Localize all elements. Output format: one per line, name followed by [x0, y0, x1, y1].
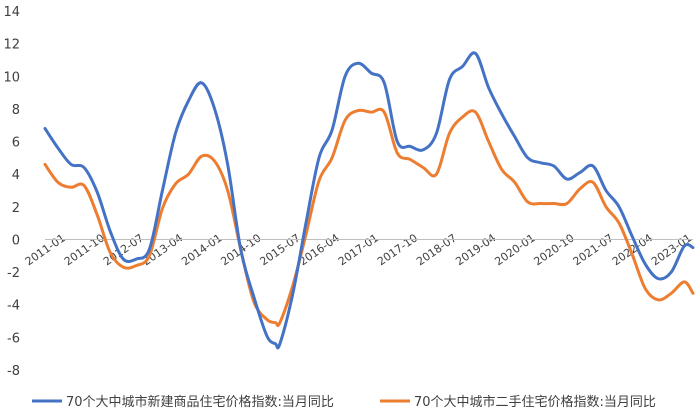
- x-tick-label: 2011-10: [62, 231, 107, 268]
- y-tick-label: 6: [12, 136, 20, 151]
- legend-item-new-homes: 70个大中城市新建商品住宅价格指数:当月同比: [32, 394, 334, 410]
- legend: 70个大中城市新建商品住宅价格指数:当月同比 70个大中城市二手住宅价格指数:当…: [32, 394, 656, 410]
- x-tick-label: 2014-01: [179, 231, 224, 268]
- y-tick-label: -8: [7, 364, 20, 379]
- series-lines: [43, 51, 695, 350]
- x-tick-label: 2017-10: [375, 231, 420, 268]
- x-tick-label: 2015-07: [258, 231, 303, 268]
- legend-item-resale-homes: 70个大中城市二手住宅价格指数:当月同比: [380, 394, 656, 410]
- series-line-resale-homes: [43, 107, 695, 328]
- y-tick-label: 14: [3, 5, 20, 20]
- y-tick-label: -2: [7, 266, 20, 281]
- x-tick-label: 2017-01: [336, 231, 381, 268]
- legend-label-resale-homes: 70个大中城市二手住宅价格指数:当月同比: [414, 394, 656, 410]
- x-axis-tick-labels: 2011-012011-102012-072013-042014-012014-…: [23, 231, 694, 268]
- y-tick-label: 4: [12, 168, 20, 183]
- x-tick-label: 2020-10: [532, 231, 577, 268]
- y-axis-tick-labels: -8 -6 -4 -2 0 2 4 6 8 10 12 14: [3, 5, 20, 379]
- x-tick-label: 2013-04: [140, 231, 185, 268]
- legend-label-new-homes: 70个大中城市新建商品住宅价格指数:当月同比: [66, 394, 334, 410]
- y-tick-label: 8: [12, 103, 20, 118]
- y-tick-label: 0: [12, 233, 20, 248]
- x-tick-label: 2011-01: [23, 231, 68, 268]
- x-tick-label: 2021-07: [571, 231, 616, 268]
- x-tick-label: 2019-04: [453, 231, 498, 268]
- y-tick-label: 10: [3, 70, 20, 85]
- series-line-new-homes: [43, 51, 695, 350]
- y-tick-label: 12: [3, 38, 20, 53]
- y-tick-label: -4: [7, 299, 20, 314]
- y-tick-label: -6: [7, 331, 20, 346]
- x-tick-label: 2023-01: [649, 231, 694, 268]
- x-tick-label: 2020-01: [492, 231, 537, 268]
- x-tick-label: 2018-07: [414, 231, 459, 268]
- y-tick-label: 2: [12, 201, 20, 216]
